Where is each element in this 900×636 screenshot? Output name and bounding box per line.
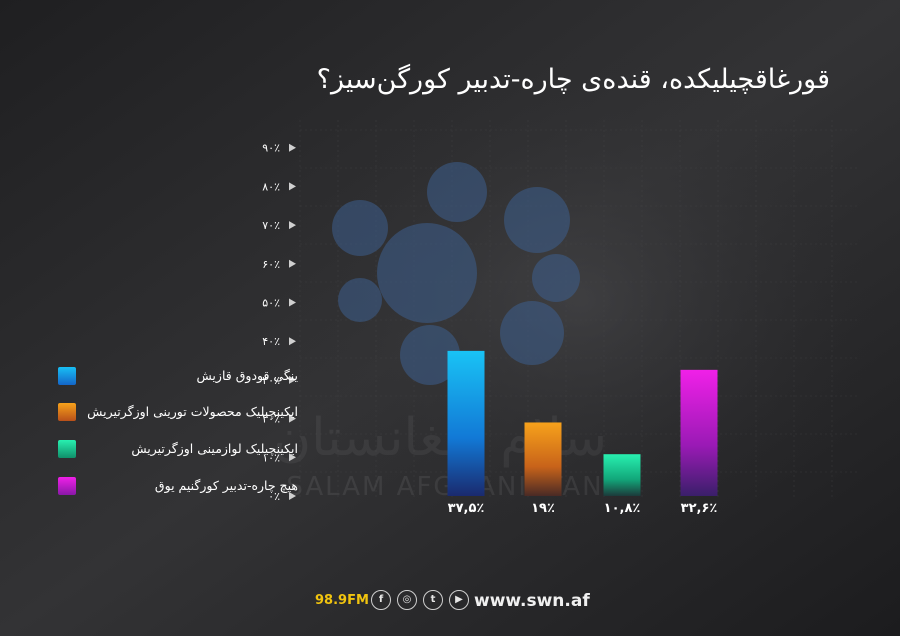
bar bbox=[524, 422, 562, 496]
youtube-icon[interactable]: ▶ bbox=[449, 590, 469, 610]
footer: 98.9FM f ◎ t ▶ www.swn.af bbox=[315, 590, 595, 612]
y-axis: ۰٪ ۱۰٪ ۲۰٪ ۳۰٪ ۴۰٪ ۵۰٪ ۶۰٪ ۷۰٪ ۸۰٪ ۹۰٪ bbox=[262, 142, 296, 503]
y-tick-marker bbox=[289, 492, 296, 500]
y-tick-label: ۰٪ bbox=[268, 490, 280, 503]
background-grid bbox=[299, 120, 860, 500]
bar-value-label: ۳۲,۶٪ bbox=[681, 501, 718, 516]
decorative-circles bbox=[332, 162, 580, 385]
value-labels: ۳۷,۵٪ ۱۹٪ ۱۰,۸٪ ۳۲,۶٪ bbox=[448, 501, 718, 516]
bar-value-label: ۳۷,۵٪ bbox=[448, 501, 485, 516]
legend-swatch bbox=[58, 477, 76, 495]
chart-title: قورغاقچیلیکده، قنده‌ی چاره-تدبیر کورگن‌س… bbox=[316, 64, 830, 95]
y-tick-label: ۳۰٪ bbox=[262, 374, 280, 387]
y-tick-marker bbox=[289, 298, 296, 307]
y-tick-marker bbox=[289, 259, 296, 268]
website-link[interactable]: www.swn.af bbox=[474, 591, 590, 611]
bar bbox=[680, 369, 718, 496]
radio-frequency: 98.9FM bbox=[315, 593, 369, 608]
legend-item: ایکینچیلیک لوازمینی اوزگرتیریش bbox=[58, 437, 298, 463]
y-tick-label: ۵۰٪ bbox=[262, 297, 280, 310]
bars bbox=[447, 350, 718, 496]
facebook-icon[interactable]: f bbox=[371, 590, 391, 610]
y-tick-marker bbox=[289, 337, 296, 346]
y-tick-label: ۲۰٪ bbox=[262, 413, 280, 426]
y-tick-marker bbox=[289, 182, 296, 191]
y-tick-label: ۱۰٪ bbox=[262, 451, 280, 464]
y-tick-label: ۴۰٪ bbox=[262, 335, 280, 348]
bar-value-label: ۱۹٪ bbox=[531, 501, 555, 516]
bar-value-label: ۱۰,۸٪ bbox=[604, 501, 641, 516]
legend-swatch bbox=[58, 367, 76, 385]
legend-label: هیچ چاره-تدبیر کورگنیم یوق bbox=[154, 478, 298, 493]
y-tick-label: ۶۰٪ bbox=[262, 258, 280, 271]
y-tick-label: ۸۰٪ bbox=[262, 180, 280, 193]
y-tick-marker bbox=[289, 414, 296, 423]
legend-swatch bbox=[58, 440, 76, 458]
legend-label: ایکینچیلیک محصولات تورینی اوزگرتیریش bbox=[87, 404, 298, 419]
y-tick-marker bbox=[289, 143, 296, 152]
y-tick-label: ۹۰٪ bbox=[262, 142, 280, 155]
legend-item: هیچ چاره-تدبیر کورگنیم یوق bbox=[58, 474, 298, 500]
y-tick-marker bbox=[289, 453, 296, 462]
instagram-icon[interactable]: ◎ bbox=[397, 590, 417, 610]
y-tick-marker bbox=[289, 375, 296, 384]
y-tick-label: ۷۰٪ bbox=[262, 219, 280, 232]
bar bbox=[603, 454, 641, 496]
legend-item: ایکینچیلیک محصولات تورینی اوزگرتیریش bbox=[58, 400, 298, 426]
legend-label: ایکینچیلیک لوازمینی اوزگرتیریش bbox=[131, 441, 298, 456]
twitter-icon[interactable]: t bbox=[423, 590, 443, 610]
legend-label: ینگی قودوق قازیش bbox=[196, 368, 299, 383]
globe-watermark bbox=[280, 50, 880, 550]
bar bbox=[447, 350, 485, 496]
legend-item: ینگی قودوق قازیش bbox=[58, 364, 298, 390]
legend-swatch bbox=[58, 403, 76, 421]
y-tick-marker bbox=[289, 221, 296, 230]
